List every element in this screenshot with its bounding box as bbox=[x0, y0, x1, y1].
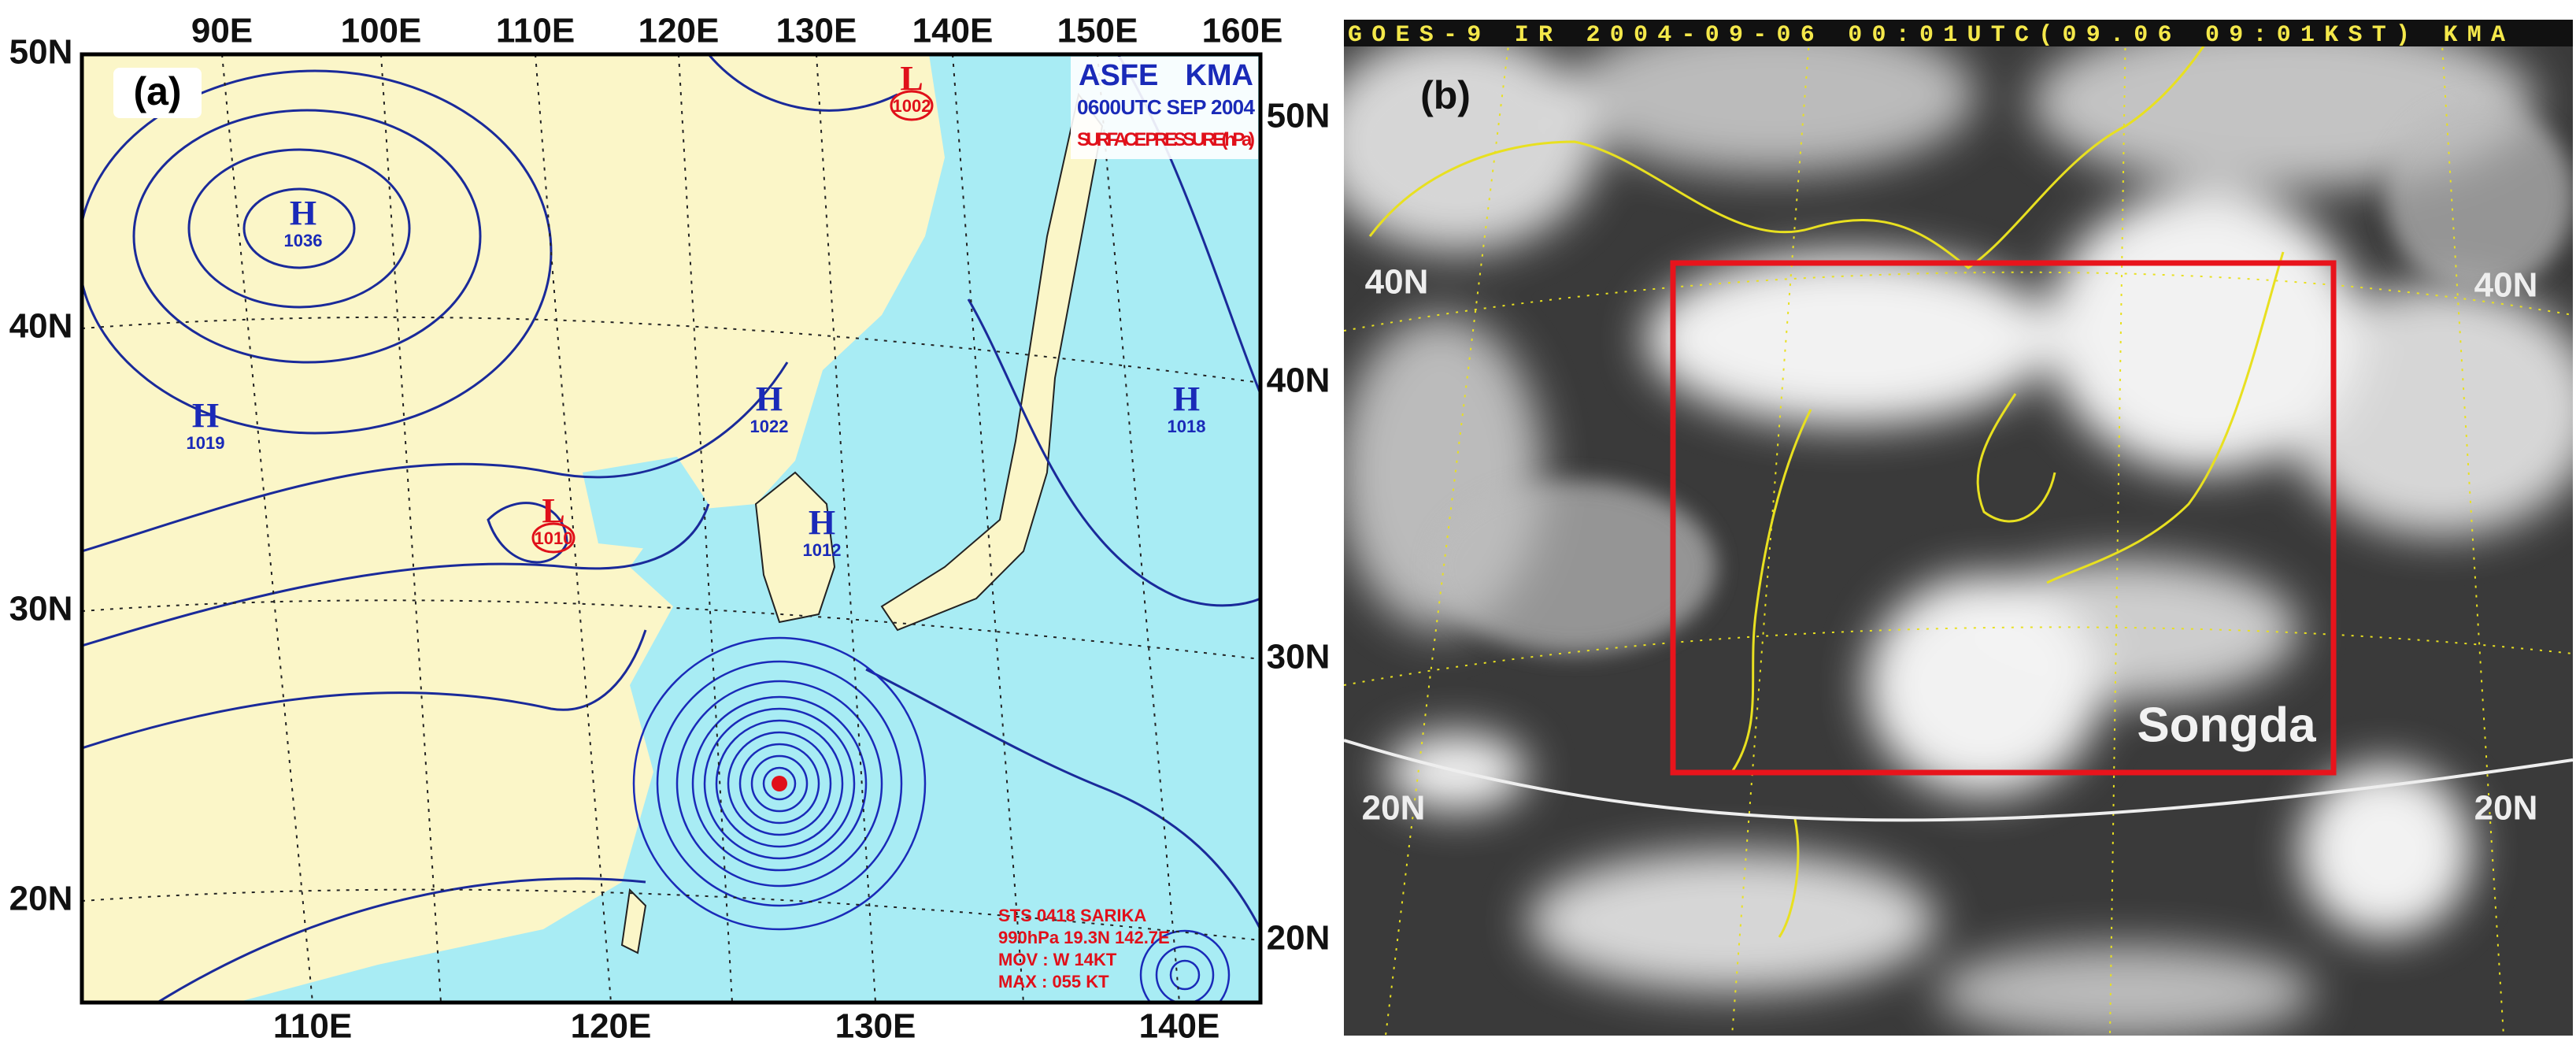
latitude-label: 50N bbox=[9, 33, 73, 72]
graticule bbox=[82, 54, 1260, 1003]
header-box bbox=[1071, 57, 1258, 159]
center-type: L bbox=[900, 59, 923, 98]
center-pressure: 1019 bbox=[187, 433, 225, 453]
longitude-label: 150E bbox=[1057, 12, 1138, 50]
typhoon-info: MAX : 055 KT bbox=[998, 972, 1109, 991]
sea bbox=[236, 54, 1260, 1003]
agency: ASFE bbox=[1079, 59, 1158, 92]
korea bbox=[754, 471, 836, 624]
center-type: H bbox=[809, 503, 835, 542]
longitude-label: 110E bbox=[496, 12, 575, 50]
center-marker bbox=[531, 522, 576, 554]
longitude-label: 130E bbox=[776, 12, 857, 50]
longitude-label: 110E bbox=[273, 1007, 352, 1046]
longitude-label: 100E bbox=[341, 12, 422, 50]
center-pressure: 1022 bbox=[750, 417, 789, 436]
latitude-label: 40N bbox=[1365, 263, 1429, 302]
latitude-label: 20N bbox=[1267, 919, 1331, 958]
longitude-label: 130E bbox=[835, 1007, 916, 1046]
center-type: H bbox=[756, 380, 783, 418]
center-pressure: 1036 bbox=[284, 231, 323, 250]
longitude-label: 120E bbox=[638, 12, 720, 50]
longitude-label: 120E bbox=[571, 1007, 652, 1046]
coastlines bbox=[1368, 20, 2285, 938]
latitude-label: 20N bbox=[1362, 789, 1426, 828]
center-type: H bbox=[290, 194, 316, 232]
center-marker bbox=[890, 90, 934, 121]
panel-a-frame bbox=[80, 52, 1263, 1005]
center-pressure: 1002 bbox=[893, 96, 931, 116]
typhoon-isobars bbox=[632, 636, 1231, 1003]
latitude-label: 30N bbox=[9, 590, 73, 628]
satellite-image bbox=[1344, 20, 2573, 1036]
sea-yellow bbox=[583, 457, 709, 551]
panel-label: (a) bbox=[133, 69, 181, 113]
typhoon-info: 990hPa 19.3N 142.7E bbox=[998, 928, 1170, 947]
center-type: L bbox=[542, 491, 564, 530]
typhoon-center bbox=[772, 776, 787, 791]
center-pressure: 1010 bbox=[535, 528, 573, 548]
latitude-label: 20N bbox=[2474, 789, 2538, 828]
isobars bbox=[82, 54, 1260, 1003]
typhoon-info: MOV : W 14KT bbox=[998, 950, 1117, 969]
typhoon-info: STS 0418 SARIKA bbox=[998, 906, 1146, 925]
image-title: GOES-9 IR 2004-09-06 00:01UTC(09.06 09:0… bbox=[1348, 22, 2505, 49]
storm-name: Songda bbox=[2137, 698, 2316, 752]
longitude-label: 160E bbox=[1202, 12, 1283, 50]
longitude-label: 140E bbox=[1139, 1007, 1220, 1046]
latitude-label: 40N bbox=[1267, 361, 1331, 400]
panel-label: (b) bbox=[1420, 73, 1471, 117]
latitude-label: 30N bbox=[1267, 638, 1331, 676]
taiwan bbox=[620, 888, 647, 954]
center-type: H bbox=[192, 396, 219, 435]
latitude-label: 50N bbox=[1267, 97, 1331, 135]
track-line bbox=[1344, 739, 2573, 822]
center-type: H bbox=[1173, 380, 1200, 418]
latitude-label: 20N bbox=[9, 880, 73, 918]
graticule bbox=[1344, 20, 2573, 1036]
center-pressure: 1012 bbox=[803, 540, 842, 560]
study-domain bbox=[1670, 260, 2337, 776]
field-name: SURFACE PRESSURE(hPa) bbox=[1077, 129, 1255, 150]
longitude-label: 90E bbox=[191, 12, 253, 50]
longitude-label: 140E bbox=[912, 12, 994, 50]
latitude-label: 40N bbox=[2474, 266, 2538, 305]
agency: KMA bbox=[1185, 59, 1253, 92]
analysis-time: 0600UTC SEP 2004 bbox=[1077, 95, 1256, 119]
latitude-label: 40N bbox=[9, 307, 73, 346]
center-pressure: 1018 bbox=[1168, 417, 1206, 436]
label-box bbox=[113, 68, 202, 118]
